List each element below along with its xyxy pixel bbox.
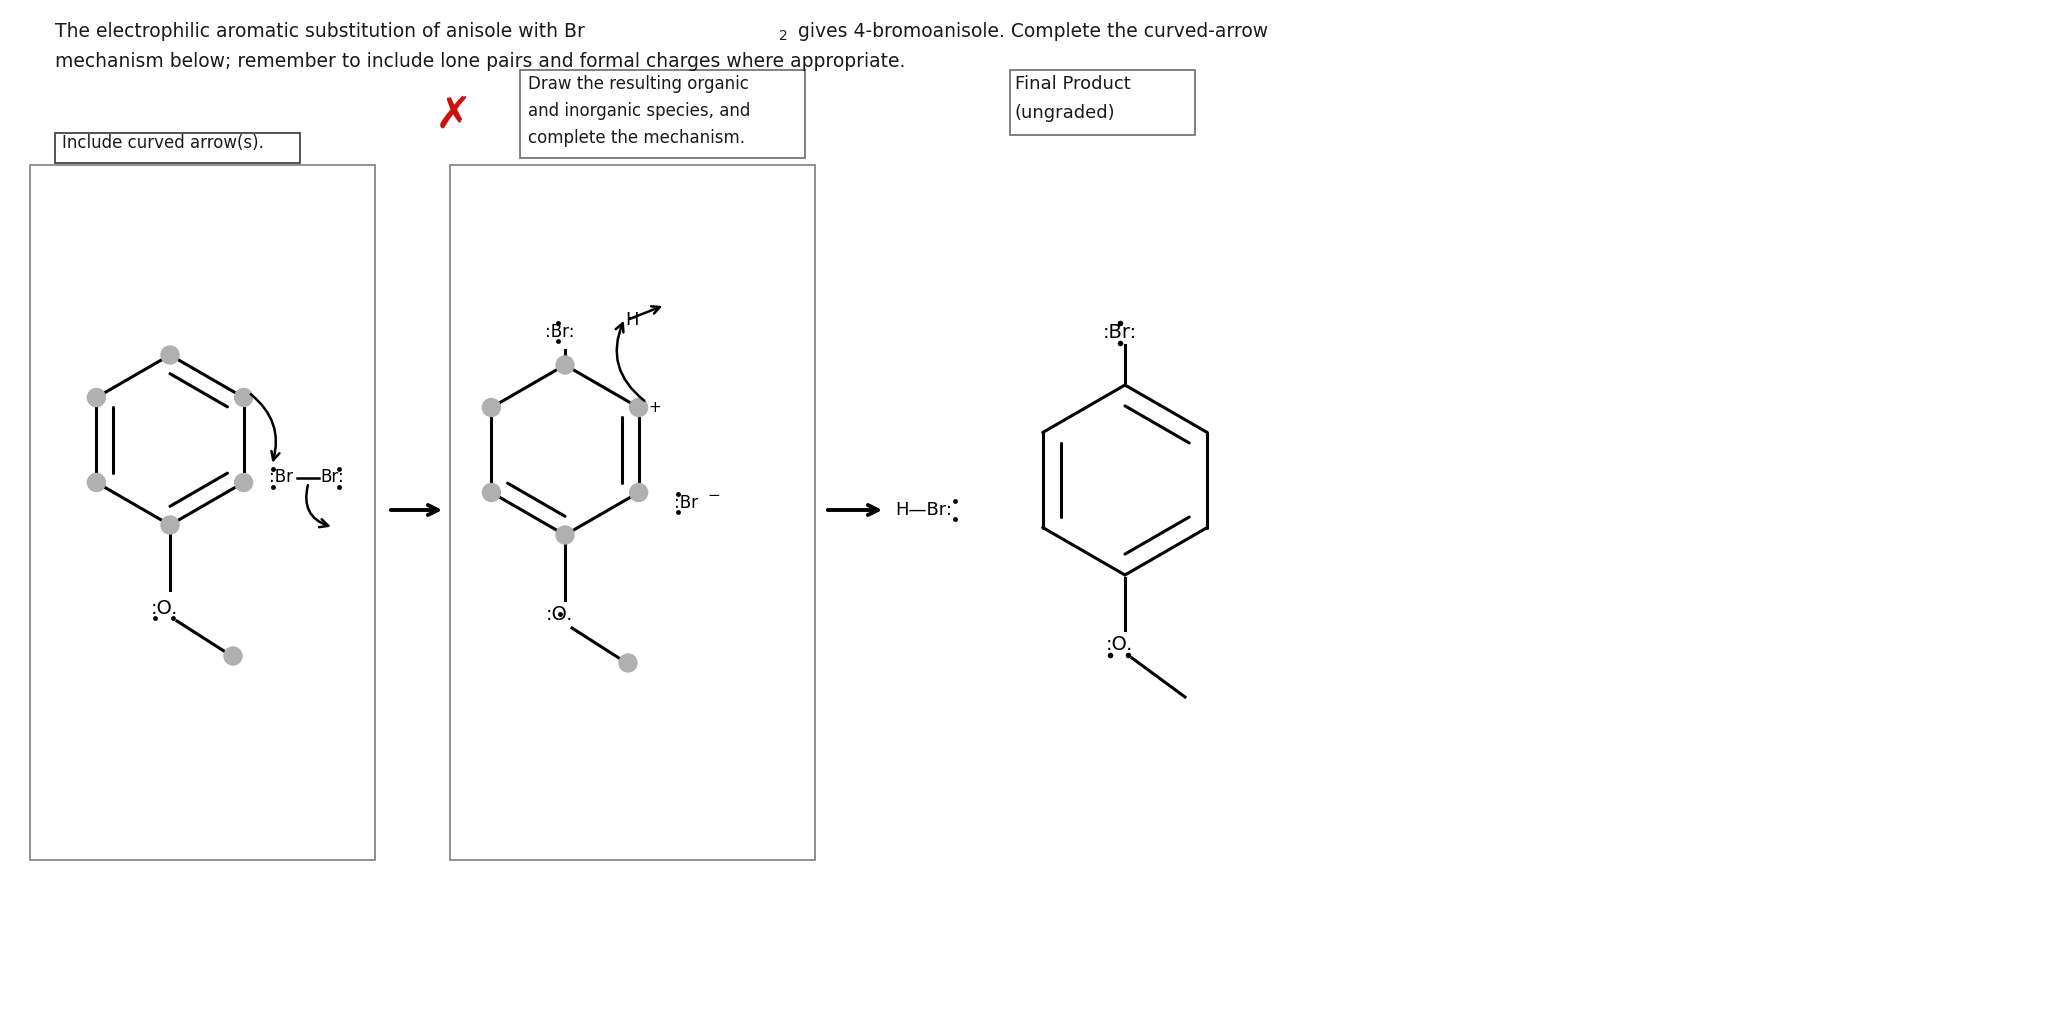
Text: Final Product: Final Product	[1015, 75, 1131, 93]
Circle shape	[162, 346, 178, 364]
Bar	[450, 165, 814, 860]
Text: The electrophilic aromatic substitution of anisole with Br: The electrophilic aromatic substitution …	[55, 22, 585, 41]
Circle shape	[223, 647, 241, 665]
Text: complete the mechanism.: complete the mechanism.	[528, 129, 745, 147]
Text: (ungraded): (ungraded)	[1015, 104, 1115, 122]
Bar	[31, 165, 374, 860]
Bar	[55, 133, 301, 163]
Text: +: +	[649, 400, 661, 415]
Circle shape	[557, 356, 575, 374]
Text: :Br:: :Br:	[1103, 323, 1138, 343]
Text: :O.: :O.	[546, 605, 573, 625]
Circle shape	[235, 474, 252, 492]
Text: and inorganic species, and: and inorganic species, and	[528, 102, 751, 120]
Text: Br:: Br:	[321, 468, 344, 487]
Circle shape	[630, 484, 649, 502]
Circle shape	[162, 516, 178, 534]
Circle shape	[557, 526, 575, 544]
Circle shape	[235, 388, 252, 407]
Text: mechanism below; remember to include lone pairs and formal charges where appropr: mechanism below; remember to include lon…	[55, 52, 906, 71]
Bar	[520, 70, 804, 158]
Text: 2: 2	[780, 29, 788, 43]
Text: gives 4-bromoanisole. Complete the curved-arrow: gives 4-bromoanisole. Complete the curve…	[792, 22, 1269, 41]
Text: :O.: :O.	[1107, 636, 1133, 654]
Text: :Br:: :Br:	[544, 323, 575, 341]
Text: H—Br:: H—Br:	[894, 501, 951, 519]
Circle shape	[88, 474, 106, 492]
Circle shape	[483, 399, 501, 417]
Circle shape	[620, 654, 636, 672]
Circle shape	[483, 484, 501, 502]
Text: Draw the resulting organic: Draw the resulting organic	[528, 75, 749, 93]
Text: :O.: :O.	[151, 598, 178, 618]
Text: :Br: :Br	[673, 494, 698, 511]
Text: H: H	[624, 311, 638, 329]
Circle shape	[630, 399, 649, 417]
Text: Include curved arrow(s).: Include curved arrow(s).	[61, 134, 264, 152]
Bar	[1011, 70, 1195, 135]
Text: :Br: :Br	[268, 468, 293, 487]
Text: ✗: ✗	[434, 93, 473, 137]
Circle shape	[88, 388, 106, 407]
Text: −: −	[708, 489, 720, 504]
